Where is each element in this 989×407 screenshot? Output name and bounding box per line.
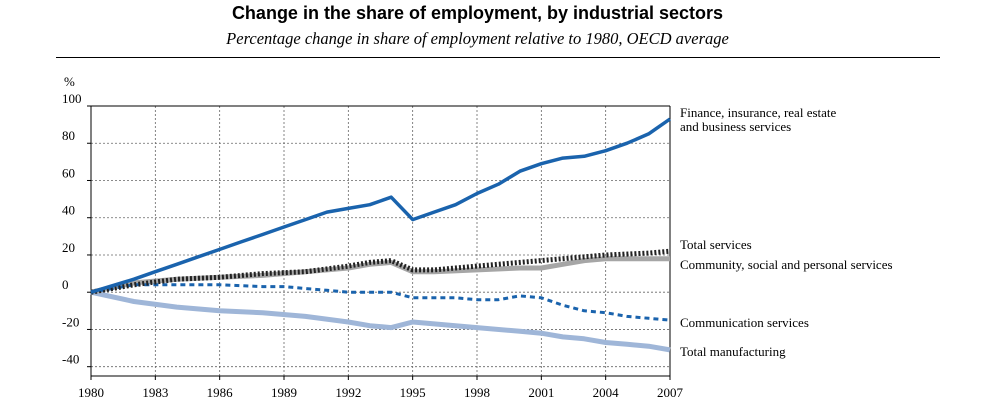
x-tick-label: 2007 (657, 385, 684, 400)
series-label: Communication services (680, 315, 809, 330)
x-tick-label: 2004 (593, 385, 620, 400)
y-tick-label: 100 (62, 91, 82, 106)
y-tick-label: 20 (62, 240, 75, 255)
y-tick-label: 60 (62, 165, 75, 180)
series-label: Total manufacturing (680, 344, 786, 359)
x-tick-label: 1995 (400, 385, 426, 400)
x-tick-label: 1986 (207, 385, 234, 400)
series-line-finance-insurance-real-estate-and-business-services (90, 117, 671, 294)
x-tick-label: 1989 (271, 385, 297, 400)
y-tick-label: 80 (62, 128, 75, 143)
series-line-communication-services (90, 283, 671, 322)
series-label: Finance, insurance, real estate (680, 105, 837, 120)
axes (87, 105, 671, 380)
tick-labels: 100 80 60 40 20 0 -20 -40 1980 1983 1986 1989 1992 19… (62, 91, 684, 400)
series-label: Community, social and personal services (680, 257, 893, 272)
x-tick-label: 1980 (78, 385, 104, 400)
y-tick-label: 40 (62, 203, 75, 218)
series-lines (90, 117, 671, 353)
series-label: Total services (680, 237, 752, 252)
x-tick-label: 1998 (464, 385, 490, 400)
y-tick-label: 0 (62, 277, 69, 292)
x-tick-label: 2001 (528, 385, 554, 400)
series-line-total-services (90, 248, 671, 295)
header-rule (56, 57, 940, 58)
y-tick-label: -40 (62, 352, 79, 367)
grid-lines (91, 106, 670, 376)
series-line-total-manufacturing (90, 289, 671, 353)
y-tick-label: -20 (62, 314, 79, 329)
chart-title: Change in the share of employment, by in… (231, 3, 724, 23)
y-axis-unit-label: % (64, 74, 75, 89)
x-tick-label: 1983 (142, 385, 168, 400)
chart-subtitle: Percentage change in share of employment… (226, 29, 729, 48)
series-label: and business services (680, 119, 791, 134)
x-tick-label: 1992 (335, 385, 361, 400)
